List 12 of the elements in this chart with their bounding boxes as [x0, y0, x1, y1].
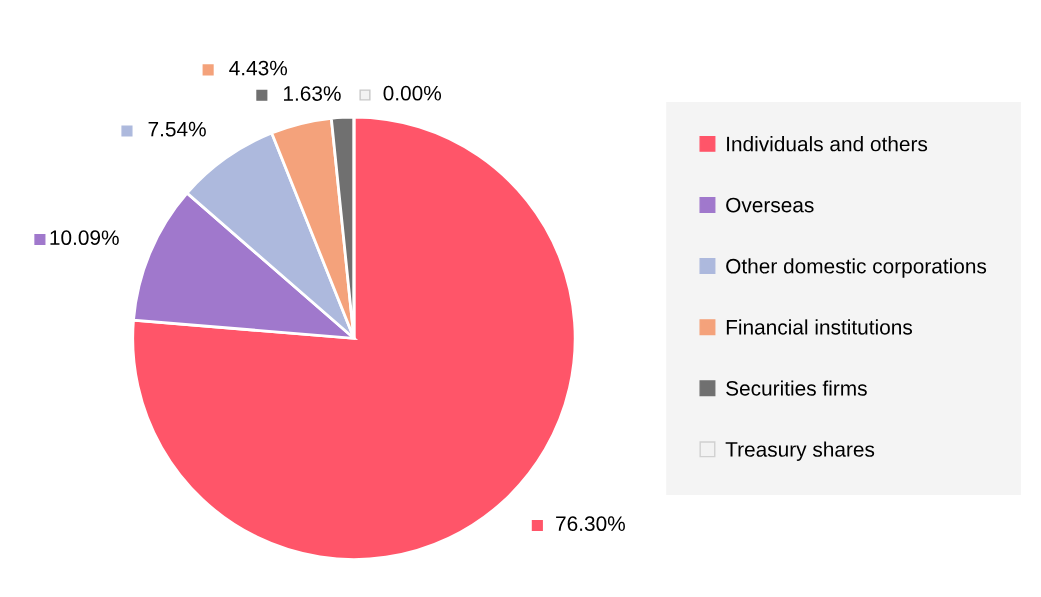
data-label: 76.30%: [556, 516, 625, 532]
legend-label: Individuals and others: [727, 136, 928, 152]
text: 0.00%: [383, 85, 442, 101]
legend-label: Overseas: [726, 197, 814, 213]
data-label: 7.54%: [148, 121, 206, 137]
legend-label: Other domestic corporations: [726, 258, 987, 278]
legend-label: Financial institutions: [726, 319, 913, 335]
legend-label: Treasury shares: [725, 441, 875, 461]
legend-label: Securities firms: [726, 380, 867, 396]
data-label: 10.09%: [50, 230, 119, 246]
data-label: 4.43%: [229, 60, 288, 76]
data-label: 1.63%: [284, 86, 341, 101]
